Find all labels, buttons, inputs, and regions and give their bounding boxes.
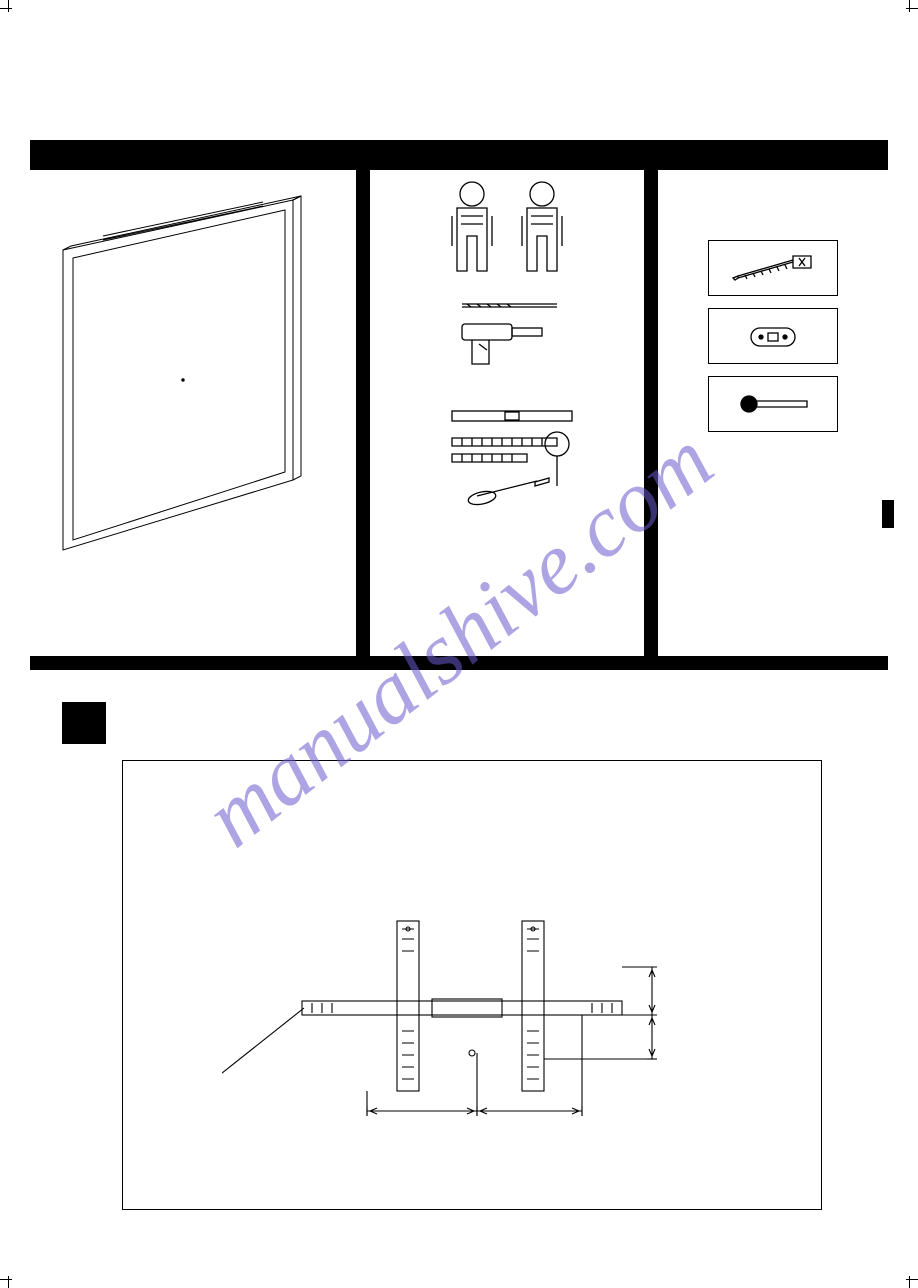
plate-icon (723, 316, 823, 356)
crop-mark (906, 8, 918, 9)
hardware-item-bolt (708, 376, 838, 432)
hardware-item-plate (708, 308, 838, 364)
wall-mount-diagram (222, 881, 722, 1161)
step-diagram-frame (122, 760, 822, 1210)
screw-icon (723, 248, 823, 288)
crop-mark (8, 0, 9, 12)
section-header-bar (30, 140, 888, 170)
step-number-badge (62, 702, 106, 744)
product-illustration-panel (30, 170, 370, 656)
flat-panel-icon (33, 180, 353, 580)
hardware-item-screw (708, 240, 838, 296)
page-content (30, 30, 888, 1258)
tools-people-icon (407, 176, 607, 536)
crop-mark (8, 1276, 9, 1288)
page-edge-tab (882, 500, 894, 528)
overview-row (30, 170, 888, 670)
required-tools-panel (370, 170, 658, 656)
bolt-icon (723, 384, 823, 424)
crop-mark (906, 1279, 918, 1280)
hardware-list (658, 170, 888, 432)
crop-mark (909, 1276, 910, 1288)
crop-mark (909, 0, 910, 12)
hardware-panel (658, 170, 888, 656)
crop-mark (0, 8, 12, 9)
crop-mark (0, 1279, 12, 1280)
